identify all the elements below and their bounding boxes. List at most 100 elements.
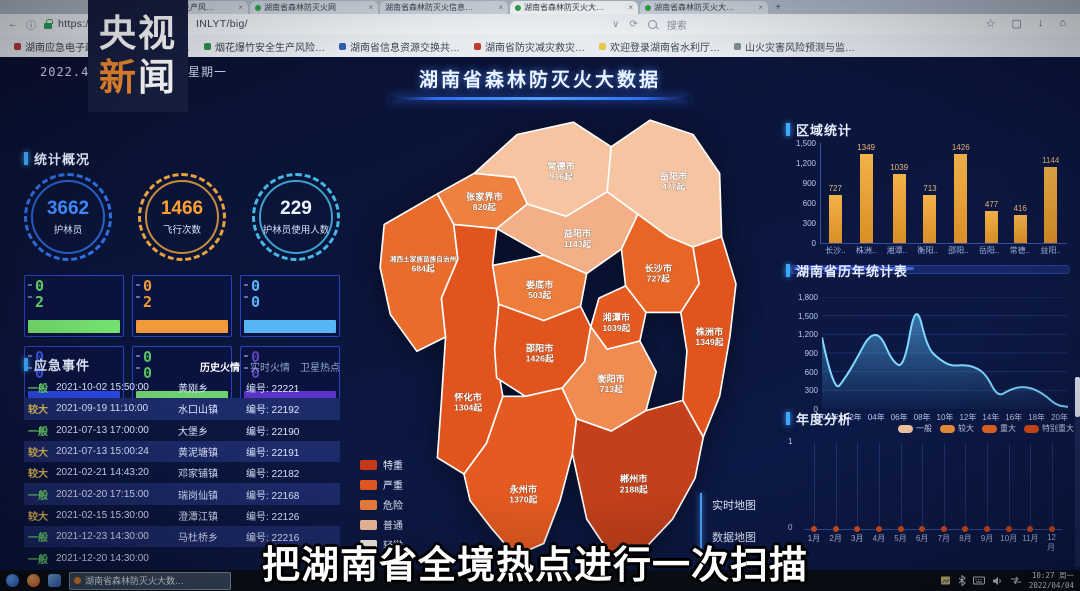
- browser-tab[interactable]: 湖南省森林防灭火网 ×: [250, 1, 378, 14]
- map-region-label: 岳阳市 477起: [660, 170, 688, 191]
- bar[interactable]: [859, 154, 873, 243]
- refresh-icon[interactable]: ⟳: [629, 19, 638, 30]
- bar-value-label: 727: [828, 183, 842, 193]
- bookmark-icon: [204, 42, 211, 50]
- bluetooth-icon[interactable]: [958, 575, 966, 586]
- event-row[interactable]: 一般 2021-12-23 14:30:00 马杜桥乡 编号: 22216: [24, 526, 340, 548]
- bar[interactable]: [1044, 166, 1058, 243]
- hunan-map[interactable]: 张家界市 820起 常德市 916起 岳阳市 477起 益阳市 1143起 湘西土家族苗族自治州…: [356, 112, 756, 564]
- stat-value: 1466: [160, 198, 204, 219]
- back-icon[interactable]: ←: [8, 19, 18, 30]
- browser-tab[interactable]: 湖南省森林防灭火大… ×: [640, 1, 768, 14]
- bookmark-item[interactable]: 山火灾害风险预测与监…: [734, 39, 855, 54]
- bar[interactable]: [892, 173, 906, 243]
- annual-data-dot: [940, 526, 947, 532]
- logo-line1: 央视: [99, 12, 177, 54]
- event-level-badge: 较大: [28, 405, 48, 417]
- tab-favicon: [255, 4, 261, 11]
- annual-x-label: 3月: [851, 534, 864, 543]
- events-scrollbar[interactable]: [1075, 377, 1080, 567]
- taskbar-window-button[interactable]: 湖南省森林防灭火大数…: [69, 571, 231, 590]
- event-level-badge: 一般: [28, 426, 48, 438]
- event-code: 编号: 22190: [246, 426, 300, 438]
- bookmark-label: 湖南省防灾减灾救灾…: [485, 42, 585, 54]
- event-row[interactable]: 较大 2021-09-19 11:10:00 水口山镇 编号: 22192: [24, 398, 340, 420]
- files-app-icon[interactable]: [48, 574, 61, 587]
- map-legend-label: 严重: [383, 481, 403, 492]
- bookmark-item[interactable]: 湖南应急电子政…: [14, 39, 105, 54]
- event-row[interactable]: 一般 2021-12-20 14:30:00: [24, 547, 340, 568]
- info-icon[interactable]: ⓘ: [26, 21, 36, 32]
- search-input[interactable]: 搜索: [666, 21, 687, 32]
- browser-tab[interactable]: 湖南省森林防灭火信息… ×: [380, 1, 508, 14]
- annual-gridline: [1052, 443, 1053, 529]
- bookmark-star-icon[interactable]: ☆: [985, 18, 996, 30]
- bar[interactable]: [985, 211, 999, 243]
- url-text-suffix[interactable]: INLYT/big/: [196, 18, 248, 30]
- map-region[interactable]: [571, 399, 705, 557]
- new-tab-button[interactable]: +: [775, 2, 781, 13]
- event-row[interactable]: 一般 2021-02-20 17:15:00 瑞岗仙镇 编号: 22168: [24, 483, 340, 505]
- annual-gridline: [900, 443, 902, 529]
- events-table: 一般 2021-10-02 15:50:00 黄刚乡 编号: 22221 较大 2021-…: [24, 377, 340, 569]
- logo-line2: 新闻: [99, 57, 177, 98]
- bar[interactable]: [923, 195, 937, 243]
- events-tab[interactable]: 历史火情: [200, 363, 240, 374]
- event-row[interactable]: 较大 2021-02-21 14:43:20 邓家铺镇 编号: 22182: [24, 462, 340, 483]
- bar-column: 416: [1013, 143, 1027, 243]
- pages-icon[interactable]: ▢: [1011, 18, 1022, 30]
- download-icon[interactable]: ↓: [1037, 17, 1044, 29]
- annual-x-label: 5月: [894, 534, 907, 543]
- counter-ticks: [244, 284, 248, 298]
- annual-data-dot: [854, 526, 861, 532]
- bookmark-label: 烟花爆竹安全生产风险…: [215, 42, 325, 54]
- event-place: 水口山镇: [178, 405, 218, 417]
- bar[interactable]: [828, 194, 842, 243]
- event-row[interactable]: 一般 2021-07-13 17:00:00 大堡乡 编号: 22190: [24, 420, 340, 441]
- volume-icon[interactable]: [992, 576, 1003, 586]
- tab-close-icon[interactable]: ×: [628, 3, 633, 12]
- url-text[interactable]: https://: [58, 18, 92, 30]
- bookmark-item[interactable]: 湖南省防灾减灾救灾…: [474, 39, 585, 54]
- workspace-switch-icon[interactable]: [1010, 576, 1022, 585]
- events-tab[interactable]: 实时火情: [250, 363, 290, 374]
- stat-circles: 3662 护林员 1466 飞行次数 229 护林员使用人数: [24, 173, 340, 261]
- data-map-button[interactable]: 数据地图: [712, 532, 756, 544]
- annual-data-dot: [1027, 526, 1034, 532]
- tab-label: 湖南省森林防灭火信息…: [385, 3, 473, 12]
- window-favicon: [74, 577, 81, 584]
- tab-close-icon[interactable]: ×: [368, 3, 373, 12]
- tab-close-icon[interactable]: ×: [238, 3, 243, 12]
- bar-category-label: 益阳..: [1040, 246, 1061, 255]
- chevron-down-icon[interactable]: ∨: [612, 19, 620, 30]
- tab-close-icon[interactable]: ×: [498, 3, 503, 12]
- image-tray-icon[interactable]: [940, 575, 951, 586]
- event-place: 黄刚乡: [178, 384, 208, 396]
- bar[interactable]: [954, 154, 968, 243]
- events-tab[interactable]: 卫星热点: [300, 363, 340, 374]
- home-icon[interactable]: ⌂: [1059, 17, 1066, 29]
- event-row[interactable]: 较大 2021-07-13 15:00:24 黄泥塘镇 编号: 22191: [24, 440, 340, 463]
- browser-tab[interactable]: 湖南省森林防灭火大… ×: [510, 1, 638, 14]
- tab-favicon: [645, 4, 651, 11]
- bookmark-item[interactable]: 欢迎登录湖南省水利厅…: [599, 39, 720, 54]
- bar-category-label: 岳阳..: [978, 246, 1000, 255]
- event-row[interactable]: 一般 2021-10-02 15:50:00 黄刚乡 编号: 22221: [24, 377, 340, 398]
- bar[interactable]: [1013, 215, 1027, 243]
- realtime-map-button[interactable]: 实时地图: [712, 500, 756, 512]
- keyboard-icon[interactable]: [972, 576, 985, 585]
- taskbar: 湖南省森林防灭火大数… 10:27 周一 2022/04/04: [0, 570, 1080, 591]
- tray-clock[interactable]: 10:27 周一 2022/04/04: [1028, 571, 1074, 590]
- annual-legend-chip: [940, 424, 955, 433]
- event-time: 2021-02-15 15:30:00: [56, 509, 149, 521]
- bookmark-item[interactable]: 湖南省信息资源交换共…: [339, 39, 460, 54]
- tab-close-icon[interactable]: ×: [758, 3, 763, 12]
- map-legend-item: 轻微: [360, 537, 403, 552]
- event-code: 编号: 22216: [246, 533, 300, 545]
- firefox-app-icon[interactable]: [27, 574, 40, 587]
- bookmark-item[interactable]: 烟花爆竹安全生产风险…: [204, 39, 325, 54]
- browser-app-icon[interactable]: [6, 574, 19, 587]
- event-row[interactable]: 较大 2021-02-15 15:30:00 澄潭江镇 编号: 22126: [24, 505, 340, 526]
